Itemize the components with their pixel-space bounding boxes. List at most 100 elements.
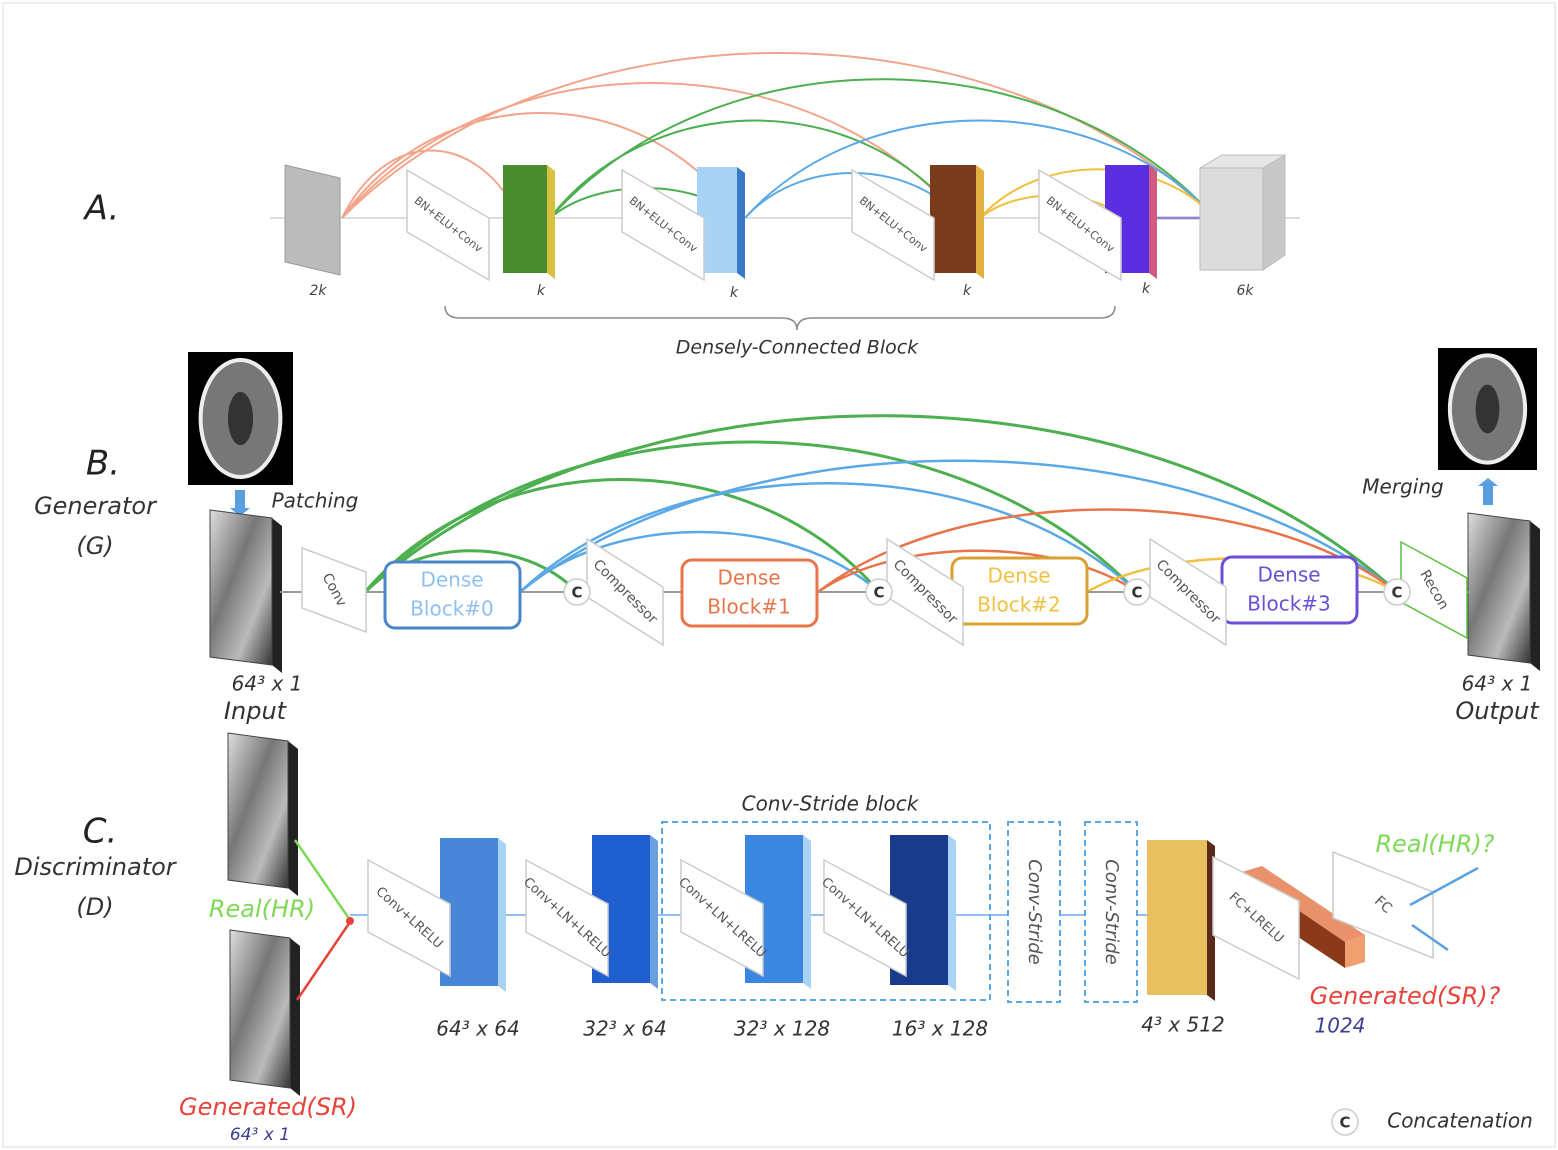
layer-label-box	[823, 858, 907, 978]
brace	[444, 305, 1116, 331]
size-label: k	[730, 285, 739, 301]
input-tensor	[284, 164, 341, 276]
real-label: Real(HR)	[209, 895, 315, 923]
legend-symbol-circle	[1331, 1108, 1359, 1136]
flow-arrow	[230, 490, 250, 516]
connection-arc	[549, 78, 1216, 219]
dense-block-label: Block#2	[977, 593, 1061, 617]
compressor-label-box	[1149, 537, 1227, 647]
dense-block-label: Block#1	[707, 595, 791, 619]
size-label: k	[1142, 281, 1151, 297]
concat-node	[563, 578, 591, 606]
output-tensor-side	[1262, 154, 1286, 271]
shapes: BN+ELU+Conv BN+ELU+Conv BN+ELU+Conv BN+ELU+…	[188, 154, 1540, 1096]
dense-block	[383, 560, 522, 630]
concat-label: C	[873, 584, 884, 602]
legend-symbol: C	[1339, 1114, 1350, 1132]
connections	[341, 52, 1399, 594]
dense-block-label: Dense	[1257, 563, 1320, 587]
fc-vector	[1242, 866, 1365, 942]
size-label: k	[537, 283, 546, 299]
connection-arc	[744, 119, 1216, 219]
network-abbr: (D)	[76, 893, 113, 921]
network-name: Generator	[34, 492, 158, 520]
connection-arc	[341, 82, 961, 219]
connection-arc	[549, 119, 961, 219]
size-label: 64³ x 64	[436, 1017, 519, 1041]
real-patch-side	[288, 741, 298, 896]
fc-lrelu-label-box	[1212, 855, 1300, 981]
concat-node	[865, 578, 893, 606]
output-patch	[1467, 512, 1531, 664]
feature-map-side	[1149, 165, 1157, 279]
dense-block-label: Dense	[987, 564, 1050, 588]
dense-block-label: Dense	[420, 568, 483, 592]
layer-label-box	[680, 858, 764, 978]
size-label: 32³ x 64	[583, 1017, 666, 1041]
section-label: C.	[83, 812, 118, 852]
compressor-label-box	[886, 537, 964, 647]
section-label: B.	[86, 444, 120, 484]
size-label: 1024	[1315, 1014, 1366, 1038]
feature-map	[1147, 840, 1207, 995]
connection-arc	[363, 440, 1139, 594]
connection-arc	[979, 168, 1216, 219]
dense-block	[680, 558, 819, 628]
size-label: 64³ x 1	[232, 672, 303, 696]
generated-patch-side	[290, 938, 300, 1096]
feature-map-side	[803, 835, 811, 989]
output-patch-side	[1530, 521, 1540, 671]
size-label: 32³ x 128	[734, 1017, 830, 1041]
conv-stride-group	[661, 821, 991, 1001]
size-label: 4³ x 512	[1141, 1013, 1224, 1037]
output-arrow	[1411, 923, 1449, 952]
concat-node	[1383, 578, 1411, 606]
generated-label: Generated(SR)	[179, 1093, 357, 1121]
feature-map-side	[948, 835, 956, 991]
fc-label-box	[1332, 850, 1434, 960]
output-arrow	[1409, 866, 1479, 907]
section-label: A.	[83, 189, 120, 229]
size-label: 64³ x 1	[1462, 672, 1533, 696]
flow-arrow	[1478, 478, 1498, 505]
brace-label: Densely-Connected Block	[676, 337, 919, 359]
layer-label-box	[621, 168, 705, 282]
layer-label-box	[525, 858, 609, 978]
input-label: Input	[224, 697, 288, 725]
layer-label-box	[367, 858, 451, 978]
output-tensor	[1199, 167, 1264, 271]
dense-block-label: Dense	[717, 566, 780, 590]
size-label: 2k	[309, 283, 327, 299]
block-label: Conv-Stride block	[742, 792, 920, 816]
conv-stride-label: Conv-Stride	[1024, 859, 1045, 965]
patching-label: Patching	[272, 489, 359, 513]
feature-map	[930, 165, 976, 273]
dense-block-label: Block#0	[410, 597, 494, 621]
input-patch	[209, 509, 273, 666]
connector	[295, 921, 352, 1001]
compressor-label-box	[586, 537, 664, 647]
concat-label: C	[1391, 584, 1402, 602]
connector	[293, 839, 352, 921]
connection-arc	[341, 112, 741, 219]
conv-label-box	[301, 546, 367, 634]
size-label: k	[963, 283, 972, 299]
merge-point	[346, 917, 354, 925]
mri-ventricle	[227, 391, 254, 446]
feature-map	[503, 165, 547, 273]
legend-label: Concatenation	[1387, 1109, 1533, 1133]
size-label: 6k	[1236, 283, 1254, 299]
feature-map-side	[737, 167, 745, 279]
feature-map-side	[547, 165, 555, 279]
conv-stride-box	[1084, 821, 1138, 1003]
fc-vector-end	[1345, 935, 1365, 968]
connection-arc	[519, 482, 1138, 593]
concat-label: C	[1131, 584, 1142, 602]
concat-node	[1123, 578, 1151, 606]
size-label: 64³ x 1	[230, 1125, 290, 1145]
conv-stride-label: Conv-Stride	[1101, 859, 1122, 965]
connection-arc	[519, 459, 1398, 593]
